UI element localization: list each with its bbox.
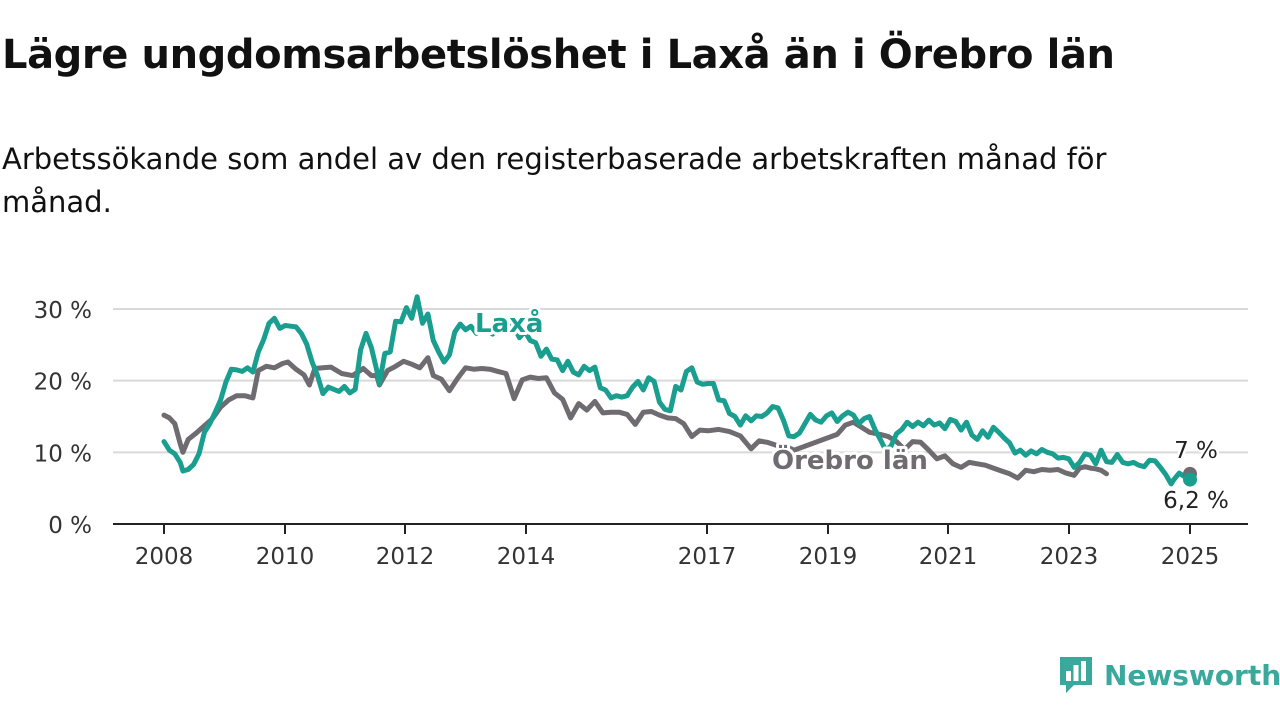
- x-tick-label: 2019: [799, 544, 858, 570]
- y-tick-label: 20 %: [34, 370, 92, 396]
- x-tick-label: 2025: [1161, 544, 1220, 570]
- x-tick-label: 2023: [1040, 544, 1099, 570]
- series-label-orebro-lan: Örebro län: [772, 443, 928, 476]
- series-label-laxa: Laxå: [475, 307, 543, 339]
- brand-logo: Newsworthy: [1058, 654, 1280, 696]
- y-tick-label: 30 %: [34, 298, 92, 324]
- series-end-marker-laxa: [1183, 472, 1197, 487]
- end-value-label-orebro-lan: 7 %: [1174, 438, 1218, 464]
- y-tick-label: 10 %: [34, 441, 92, 467]
- x-tick-label: 2012: [376, 544, 435, 570]
- x-tick-label: 2014: [497, 544, 556, 570]
- x-tick-label: 2008: [135, 544, 194, 570]
- x-tick-label: 2021: [919, 544, 978, 570]
- x-tick-label: 2010: [256, 544, 315, 570]
- y-tick-label: 0 %: [48, 513, 92, 539]
- end-value-label-laxa: 6,2 %: [1163, 488, 1229, 514]
- chart-title: Lägre ungdomsarbetslöshet i Laxå än i Ör…: [2, 32, 1115, 78]
- series-line-laxa: [161, 294, 1193, 487]
- brand-name: Newsworthy: [1104, 658, 1280, 692]
- bar-chart-logo-icon: [1060, 657, 1092, 693]
- chart-subtitle: Arbetssökande som andel av den registerb…: [2, 142, 1107, 219]
- x-tick-label: 2017: [678, 544, 737, 570]
- series-line-orebro-lan: [161, 355, 1109, 481]
